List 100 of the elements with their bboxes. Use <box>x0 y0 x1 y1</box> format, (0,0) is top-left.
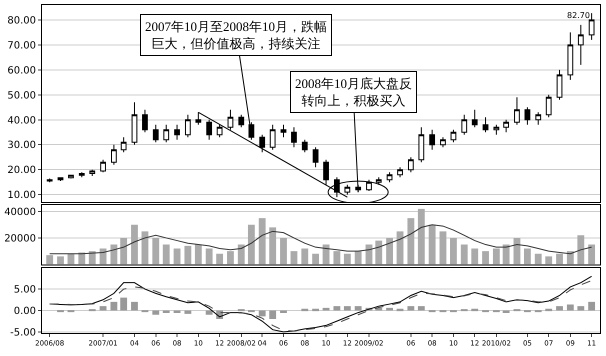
bar <box>418 208 425 264</box>
bar <box>100 306 106 310</box>
bar <box>120 298 128 310</box>
bar <box>514 238 520 264</box>
bar <box>312 308 320 312</box>
candlestick <box>68 174 74 179</box>
bar <box>440 231 446 264</box>
bar <box>386 308 393 310</box>
annotation: 2007年10月至2008年10月，跌幅巨大，但价值极高，持续关注 <box>145 19 327 51</box>
bar <box>407 306 414 310</box>
bar <box>396 231 404 264</box>
candlestick <box>280 124 286 138</box>
y-tick-label: 80.00 <box>7 15 36 26</box>
candlestick <box>578 24 584 66</box>
bar <box>46 255 54 264</box>
bar <box>322 244 330 264</box>
candlestick <box>344 184 350 196</box>
bar <box>269 310 276 320</box>
candlestick <box>302 139 308 153</box>
candlestick <box>270 124 276 150</box>
bar <box>450 238 457 264</box>
y-tick-label: 50.00 <box>7 90 36 102</box>
bar <box>502 310 510 314</box>
candlestick <box>535 112 542 126</box>
candlestick <box>524 106 530 126</box>
bar <box>269 227 276 264</box>
bar <box>206 248 213 264</box>
bar <box>492 248 500 264</box>
candlestick <box>216 124 223 138</box>
bar <box>524 248 531 264</box>
candlestick <box>461 114 468 136</box>
bar <box>120 238 128 264</box>
candlestick <box>418 126 424 163</box>
bar <box>131 302 138 310</box>
candlestick <box>110 144 117 166</box>
bar <box>290 251 298 264</box>
bar <box>216 254 224 264</box>
bar <box>110 302 118 310</box>
candlestick <box>450 129 456 143</box>
y-tick-label: 20000 <box>4 233 36 244</box>
annotation: 82.70 <box>567 11 590 20</box>
y-tick-label: 5.00 <box>14 284 36 296</box>
candlestick <box>174 124 180 140</box>
bar <box>471 248 478 264</box>
candlestick <box>493 124 500 136</box>
candlestick <box>259 134 266 153</box>
y-tick-label: 30.00 <box>7 140 36 152</box>
bar <box>100 248 106 264</box>
bar <box>396 308 404 312</box>
bar <box>227 251 234 264</box>
bar <box>162 310 170 314</box>
bar <box>566 304 574 310</box>
bar <box>152 238 160 264</box>
bar <box>534 254 542 264</box>
bar <box>545 308 552 312</box>
candlestick <box>89 169 96 176</box>
bar <box>588 244 596 264</box>
bar <box>162 244 170 264</box>
y-tick-label: 40000 <box>4 207 36 218</box>
bar <box>301 248 308 264</box>
bar <box>566 251 574 264</box>
bar <box>471 308 478 312</box>
bar <box>375 240 382 264</box>
bar <box>577 306 584 310</box>
candlestick <box>408 156 414 173</box>
candlestick <box>100 159 106 173</box>
candlestick <box>312 146 318 168</box>
candlestick <box>58 176 64 182</box>
y-tick-label: -5.00 <box>10 327 36 338</box>
bar <box>258 218 266 264</box>
bar <box>68 254 74 264</box>
bar <box>577 235 584 264</box>
bar <box>556 306 563 310</box>
bar <box>460 244 468 264</box>
bar <box>428 224 436 264</box>
bar <box>386 238 393 264</box>
bar <box>333 251 340 264</box>
candlestick <box>184 114 191 138</box>
candlestick <box>397 166 403 178</box>
bar <box>407 218 414 264</box>
bar <box>556 254 563 264</box>
bar <box>280 310 287 314</box>
bar <box>194 244 202 264</box>
bar <box>312 254 320 264</box>
candlestick <box>46 178 53 183</box>
bar <box>502 244 510 264</box>
candlestick <box>323 159 329 186</box>
candlestick <box>440 136 446 148</box>
candlestick <box>291 126 297 148</box>
candlestick <box>142 109 148 133</box>
candlestick <box>482 116 488 133</box>
candlestick <box>503 119 510 133</box>
bar <box>545 256 552 264</box>
candlestick <box>132 102 138 146</box>
bar <box>333 306 340 310</box>
candlestick <box>238 114 244 128</box>
bar <box>57 256 64 264</box>
bar <box>174 310 180 314</box>
candlestick <box>152 124 159 143</box>
y-tick-label: 70.00 <box>7 40 36 52</box>
